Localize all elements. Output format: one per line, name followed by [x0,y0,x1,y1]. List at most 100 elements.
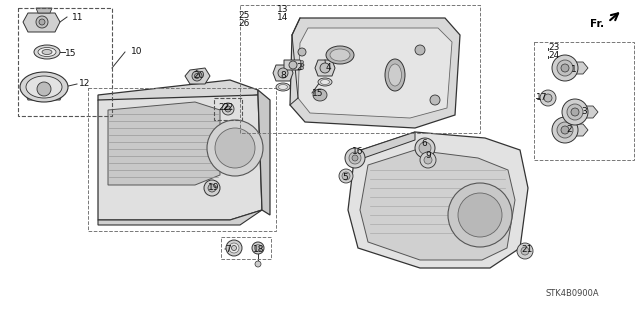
Circle shape [301,63,303,66]
Circle shape [458,193,502,237]
Circle shape [320,63,330,73]
Polygon shape [98,95,262,220]
Circle shape [521,247,529,255]
Polygon shape [24,78,64,100]
Ellipse shape [226,240,242,256]
Polygon shape [284,60,304,70]
Polygon shape [98,210,262,225]
Text: 1: 1 [571,65,577,75]
Circle shape [301,66,303,70]
Bar [214,98,242,120]
Circle shape [36,16,48,28]
Circle shape [552,55,578,81]
Text: 5: 5 [342,174,348,182]
Ellipse shape [26,76,62,98]
Ellipse shape [34,45,60,59]
Polygon shape [355,132,415,160]
Circle shape [352,155,358,161]
Text: 8: 8 [280,70,285,79]
Bar [240,5,480,133]
Polygon shape [108,102,220,185]
Circle shape [415,138,435,158]
Text: 25: 25 [238,11,250,20]
Text: 24: 24 [548,51,559,61]
Bar [221,237,271,259]
Text: 10: 10 [131,48,143,56]
Polygon shape [360,150,515,260]
Polygon shape [273,65,293,81]
Text: 2: 2 [296,63,301,71]
Circle shape [208,184,216,192]
Circle shape [562,99,588,125]
Circle shape [289,61,297,69]
Text: 23: 23 [548,43,559,53]
Ellipse shape [20,72,68,102]
Circle shape [255,261,261,267]
Polygon shape [98,80,258,110]
Polygon shape [298,28,452,118]
Circle shape [561,126,569,134]
Polygon shape [258,90,270,215]
Polygon shape [581,106,598,118]
Text: 19: 19 [208,182,220,191]
Polygon shape [348,132,528,268]
Ellipse shape [385,59,405,91]
Circle shape [557,60,573,76]
Ellipse shape [318,78,332,86]
Text: 16: 16 [352,147,364,157]
Bar [534,42,634,160]
Text: 11: 11 [72,12,83,21]
Text: 18: 18 [253,244,264,254]
Text: 22: 22 [222,102,233,112]
Polygon shape [290,18,460,128]
Circle shape [419,142,431,154]
Ellipse shape [330,49,350,61]
Text: 15: 15 [65,48,77,57]
Ellipse shape [255,244,262,251]
Text: 17: 17 [536,93,547,102]
Ellipse shape [42,49,52,55]
Circle shape [349,152,361,164]
Text: 13: 13 [277,5,289,14]
Text: 12: 12 [79,79,90,88]
Text: 6: 6 [421,139,427,149]
Text: 21: 21 [521,244,532,254]
Ellipse shape [38,48,56,56]
Ellipse shape [232,246,237,250]
Ellipse shape [276,83,290,91]
Polygon shape [36,8,52,13]
Ellipse shape [313,89,327,101]
Ellipse shape [229,243,239,253]
Circle shape [204,180,220,196]
Text: 14: 14 [277,12,289,21]
Circle shape [342,172,350,180]
Circle shape [544,94,552,102]
Circle shape [225,106,231,112]
Circle shape [517,243,533,259]
Circle shape [424,156,432,164]
Circle shape [37,82,51,96]
Circle shape [567,104,583,120]
Circle shape [195,73,200,78]
Polygon shape [315,60,335,76]
Polygon shape [23,13,60,32]
Circle shape [430,95,440,105]
Circle shape [192,71,202,81]
Text: Fr.: Fr. [590,19,604,29]
Circle shape [39,19,45,25]
Circle shape [571,108,579,116]
Circle shape [222,103,234,115]
Circle shape [420,152,436,168]
Circle shape [207,120,263,176]
Circle shape [345,148,365,168]
Text: 2: 2 [566,125,572,135]
Text: 20: 20 [193,71,204,80]
Ellipse shape [326,46,354,64]
Text: 15: 15 [312,88,323,98]
Text: 22: 22 [218,102,229,112]
Text: 3: 3 [581,108,587,116]
Ellipse shape [252,242,264,254]
Circle shape [540,90,556,106]
Circle shape [339,169,353,183]
Ellipse shape [415,45,425,55]
